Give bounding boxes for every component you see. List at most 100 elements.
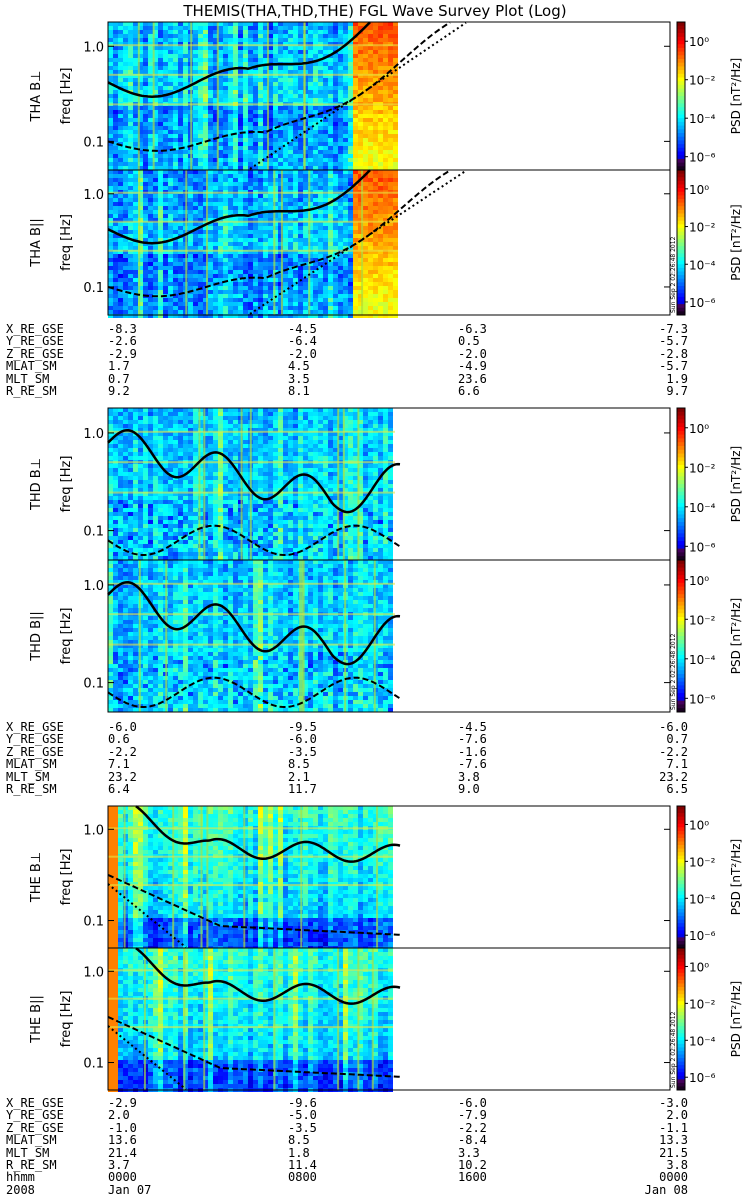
- orbit-value: -8.4: [458, 1133, 487, 1148]
- orbit-label: 2008: [6, 1182, 35, 1197]
- orbit-value: 0.7: [666, 732, 688, 747]
- orbit-value: 3.7: [108, 1158, 130, 1172]
- gyro-curve: [107, 21, 371, 98]
- colorbar-tick-label: 10⁻⁶: [689, 296, 716, 310]
- y-tick-label: 0.1: [83, 135, 104, 150]
- colorbar-tick-label: 10⁰: [689, 183, 709, 197]
- orbit-label: Z_RE_GSE: [6, 1120, 64, 1135]
- orbit-value: -5.7: [659, 359, 688, 374]
- orbit-value: -6.3: [458, 322, 487, 336]
- orbit-value: 2.1: [288, 769, 310, 784]
- orbit-value: 2.0: [108, 1108, 130, 1123]
- colorbar: 10⁰ 10⁻² 10⁻⁴ 10⁻⁶ PSD [nT²/Hz]: [676, 407, 743, 561]
- colorbar-label: PSD [nT²/Hz]: [729, 839, 743, 915]
- panel-ylabel: THD B⊥: [29, 458, 44, 511]
- orbit-value: 0.5: [458, 334, 480, 349]
- gyro-curve: [107, 169, 371, 245]
- y-tick-label: 0.1: [83, 915, 104, 930]
- colorbar-tick-label: 10⁻⁴: [689, 258, 716, 272]
- colorbar-tick-label: 10⁻⁶: [689, 929, 716, 943]
- orbit-value: 6.5: [666, 782, 688, 796]
- orbit-value: Jan 07: [108, 1182, 152, 1197]
- gyro-curve: [107, 1015, 401, 1078]
- spectrogram-tha-perp: 0.1 1.0 THA B⊥ freq [Hz] 10⁰ 10⁻² 10⁻⁴ 10⁻⁶ PSD …: [29, 21, 743, 171]
- orbit-value: 23.6: [458, 371, 487, 386]
- colorbar: 10⁰ 10⁻² 10⁻⁴ 10⁻⁶ PSD [nT²/Hz]: [676, 947, 743, 1091]
- orbit-label: R_RE_SM: [6, 782, 57, 796]
- orbit-value: 21.4: [108, 1145, 137, 1160]
- colorbar-label: PSD [nT²/Hz]: [729, 446, 743, 522]
- orbit-value: 23.2: [659, 769, 688, 784]
- y-tick-label: 1.0: [83, 427, 104, 442]
- y-tick-label: 0.1: [83, 525, 104, 540]
- colorbar-tick-label: 10⁰: [689, 422, 709, 436]
- orbit-label: Y_RE_GSE: [6, 334, 64, 349]
- gyro-curve: [249, 21, 467, 170]
- gyro-curve: [107, 21, 451, 152]
- orbit-label: MLAT_SM: [6, 757, 57, 772]
- y-tick-label: 0.1: [83, 281, 104, 296]
- timestamp-stamp: Sun Sep 2 02:26:48 2012: [670, 236, 677, 313]
- orbit-value: -4.5: [458, 720, 487, 734]
- page-title: THEMIS(THA,THD,THE) FGL Wave Survey Plot…: [183, 2, 567, 20]
- colorbar-label: PSD [nT²/Hz]: [729, 58, 743, 134]
- orbit-label: MLT_SM: [6, 1145, 50, 1160]
- orbit-label: MLT_SM: [6, 769, 50, 784]
- orbit-value: 23.2: [108, 769, 137, 784]
- colorbar-tick-label: 10⁻²: [689, 613, 716, 627]
- orbit-value: -2.9: [108, 346, 137, 361]
- spectrogram-tha-par: 0.1 1.0 THA B|| freq [Hz] 10⁰ 10⁻² 10⁻⁴ 10⁻⁶ PSD…: [29, 169, 743, 318]
- colorbar-tick-label: 10⁻²: [689, 855, 716, 869]
- orbit-value: 21.5: [659, 1145, 688, 1160]
- colorbar-label: PSD [nT²/Hz]: [729, 204, 743, 280]
- orbit-label: Y_RE_GSE: [6, 732, 64, 747]
- orbit-label: hhmm: [6, 1170, 35, 1185]
- panel-ylabel: THA B⊥: [29, 71, 44, 123]
- colorbar: 10⁰ 10⁻² 10⁻⁴ 10⁻⁶ PSD [nT²/Hz]: [676, 559, 743, 713]
- orbit-label: MLAT_SM: [6, 1133, 57, 1148]
- orbit-value: -1.1: [659, 1120, 688, 1135]
- colorbar-tick-label: 10⁻⁴: [689, 892, 716, 906]
- orbit-value: -2.0: [288, 346, 317, 361]
- timestamp-stamp: Sun Sep 2 02:26:48 2012: [670, 633, 677, 710]
- orbit-value: 3.3: [458, 1145, 480, 1160]
- orbit-value: 8.5: [288, 1133, 310, 1148]
- panel-ylabel: THE B⊥: [29, 852, 44, 903]
- orbit-label: X_RE_GSE: [6, 322, 64, 336]
- orbit-value: -1.0: [108, 1120, 137, 1135]
- orbit-value: 2.0: [666, 1108, 688, 1123]
- orbit-value: 1.7: [108, 359, 130, 374]
- gyro-curve: [135, 947, 401, 1005]
- orbit-value: -2.2: [108, 744, 137, 759]
- orbit-value: 0000: [108, 1170, 137, 1185]
- colorbar-tick-label: 10⁻⁴: [689, 112, 716, 126]
- orbit-value: 9.2: [108, 384, 130, 398]
- colorbar-tick-label: 10⁻²: [689, 461, 716, 475]
- panel-frame: [107, 169, 671, 316]
- colorbar-tick-label: 10⁰: [689, 574, 709, 588]
- orbit-value: -2.9: [108, 1096, 137, 1110]
- colorbar-tick-label: 10⁰: [689, 960, 709, 974]
- orbit-value: -6.0: [108, 720, 137, 734]
- orbit-value: -6.0: [659, 720, 688, 734]
- orbit-label: MLT_SM: [6, 371, 50, 386]
- orbit-value: -4.5: [288, 322, 317, 336]
- orbit-value: 4.5: [288, 359, 310, 374]
- freq-axis-label: freq [Hz]: [59, 214, 74, 271]
- orbit-value: -3.0: [659, 1096, 688, 1110]
- orbit-label: X_RE_GSE: [6, 1096, 64, 1110]
- panel-frame: [107, 947, 671, 1091]
- orbit-label: Z_RE_GSE: [6, 744, 64, 759]
- timestamp-stamp: Sun Sep 2 02:26:48 2012: [670, 1011, 677, 1088]
- orbit-value: 11.7: [288, 782, 317, 796]
- freq-axis-label: freq [Hz]: [59, 849, 74, 906]
- panel-ylabel: THE B||: [29, 995, 44, 1044]
- gyro-curve: [107, 883, 187, 949]
- colorbar-tick-label: 10⁻⁶: [689, 692, 716, 706]
- y-tick-label: 1.0: [83, 188, 104, 203]
- orbit-value: -2.2: [659, 744, 688, 759]
- orbit-value: -9.5: [288, 720, 317, 734]
- spectrogram-the-perp: 0.1 1.0 THE B⊥ freq [Hz] 10⁰ 10⁻² 10⁻⁴ 10⁻⁶ PSD …: [29, 805, 743, 950]
- orbit-value: -7.6: [458, 732, 487, 747]
- orbit-value: -2.2: [458, 1120, 487, 1135]
